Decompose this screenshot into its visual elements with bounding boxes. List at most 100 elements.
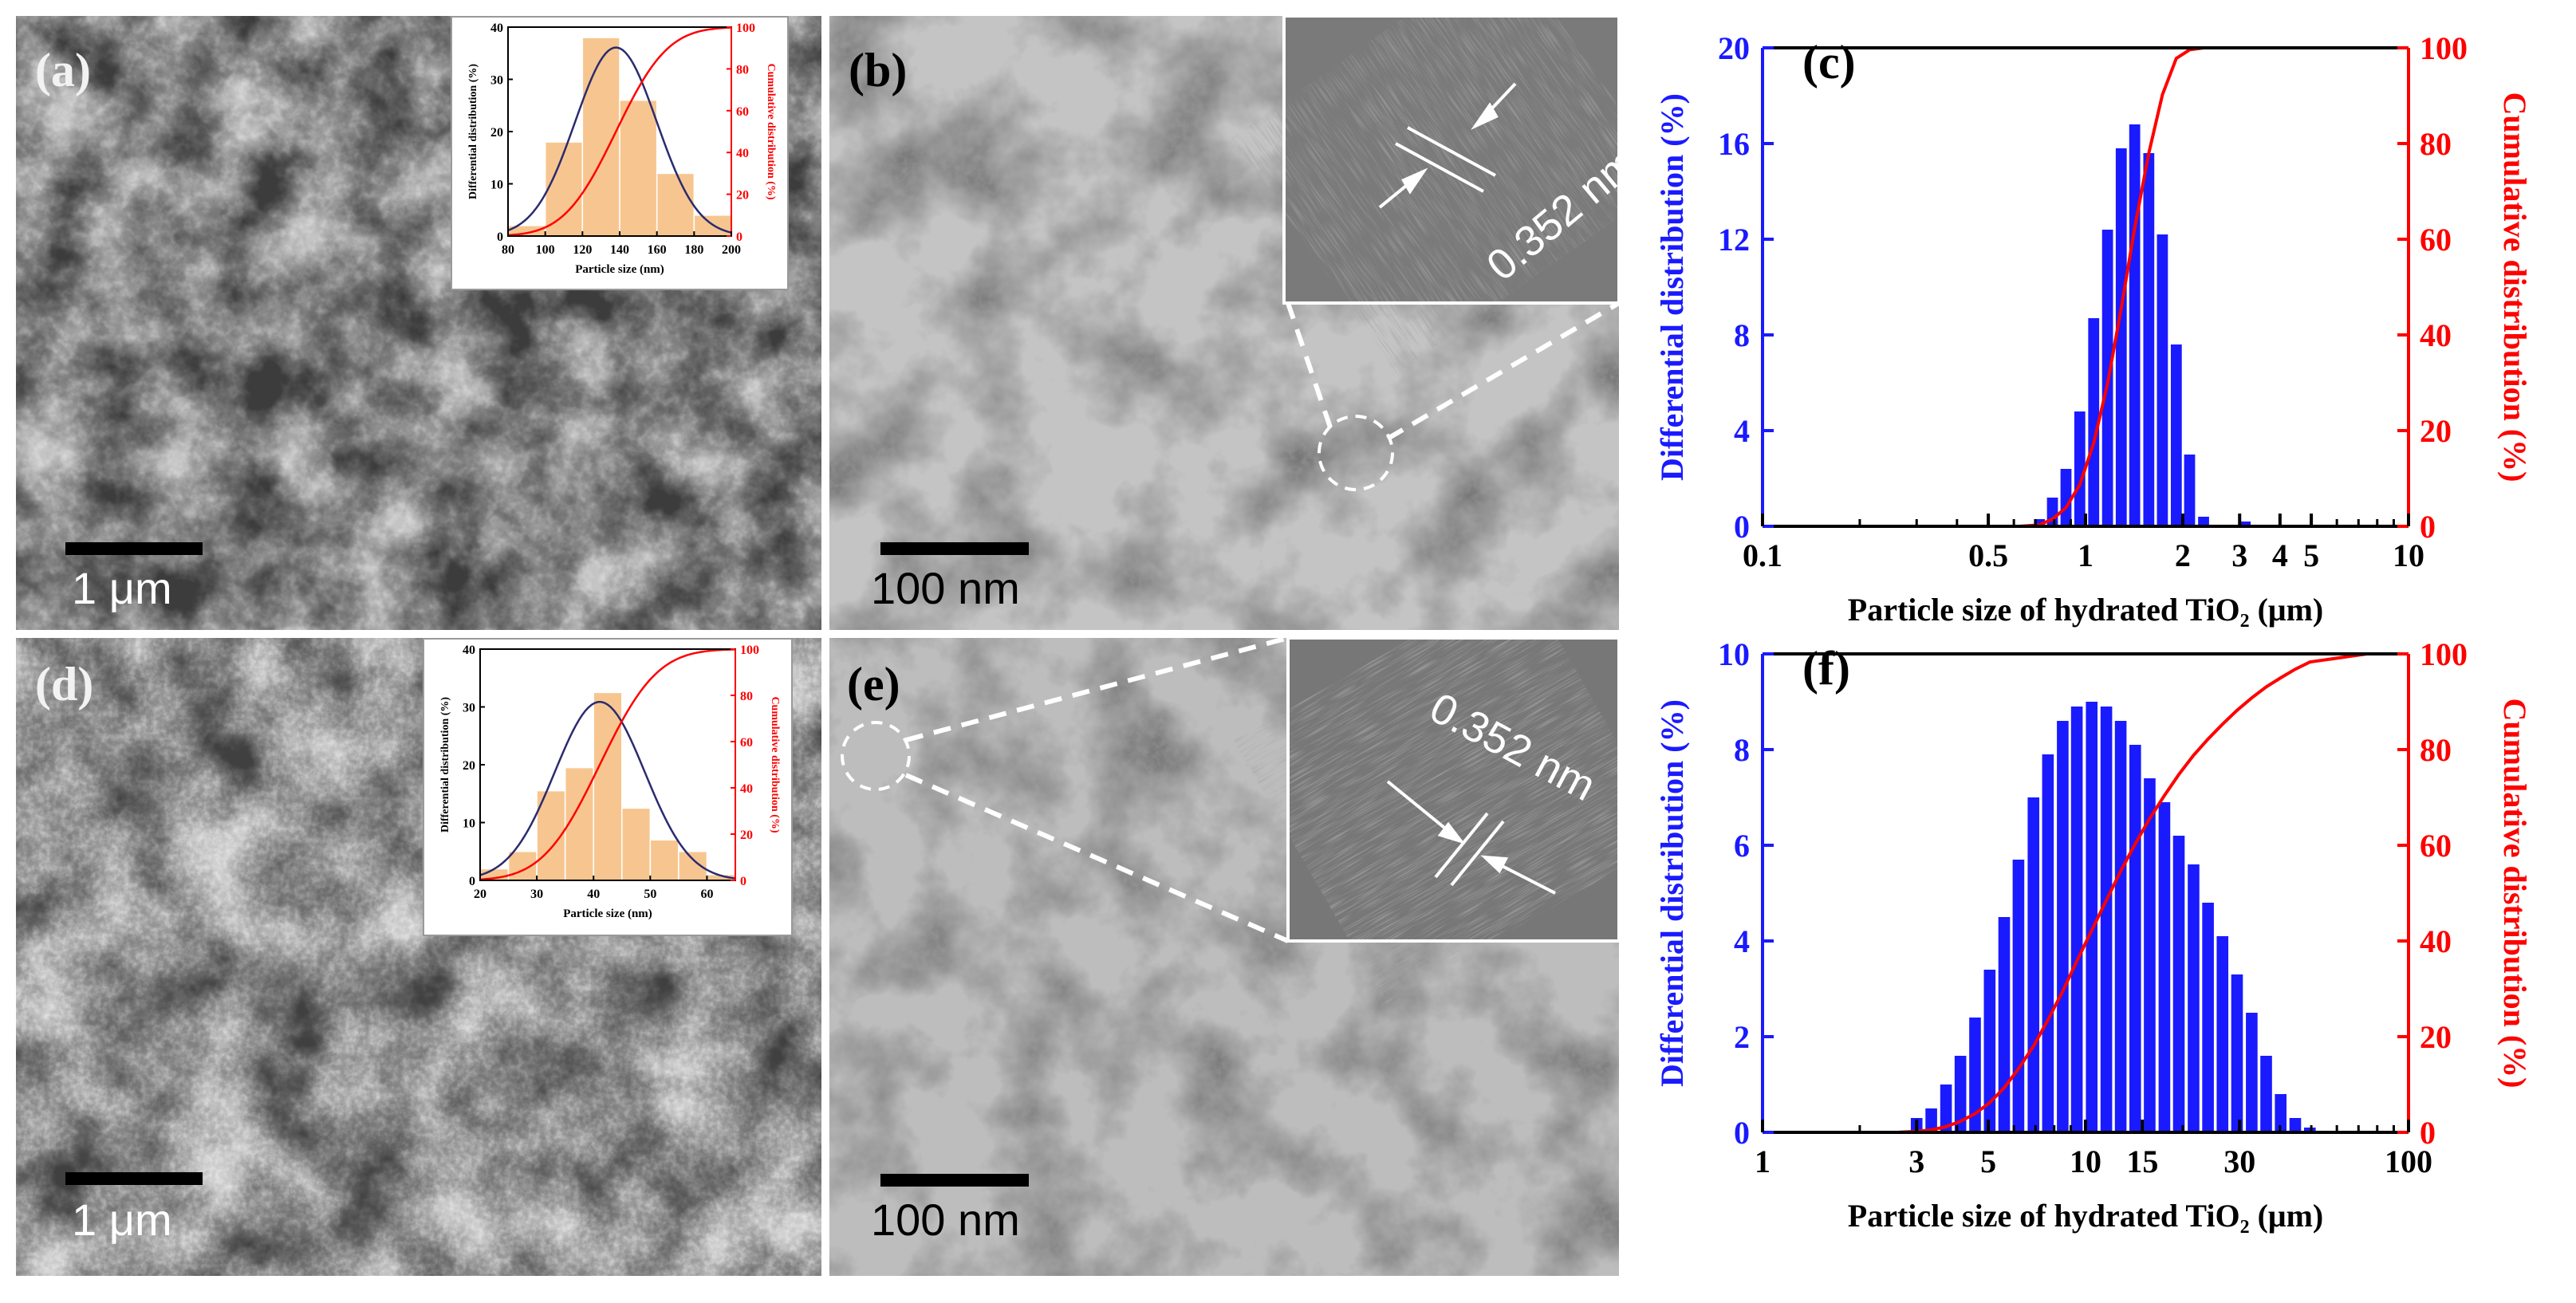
tem-image-b: (b) 0.352 nm 100 nm bbox=[829, 16, 1619, 630]
y2-tick-label: 80 bbox=[736, 63, 749, 77]
y2-tick-label: 60 bbox=[2420, 222, 2452, 258]
x-tick-label: 140 bbox=[610, 243, 629, 257]
bar bbox=[2304, 1128, 2316, 1132]
x-tick-label: 180 bbox=[684, 243, 703, 257]
bar bbox=[1998, 917, 2011, 1132]
bar bbox=[2012, 860, 2025, 1132]
bar bbox=[2184, 455, 2196, 526]
scale-bar-e bbox=[880, 1174, 1029, 1187]
y-tick-label: 10 bbox=[463, 817, 475, 831]
x-tick-label: 5 bbox=[2303, 537, 2319, 573]
y-tick-label: 0 bbox=[469, 875, 475, 888]
y2-tick-label: 80 bbox=[2420, 732, 2452, 768]
x-axis-title: Particle size (nm) bbox=[563, 907, 652, 920]
panel-label-e: (e) bbox=[847, 658, 900, 711]
y2-tick-label: 100 bbox=[2420, 30, 2468, 66]
y2-tick-label: 60 bbox=[736, 105, 749, 119]
bar bbox=[621, 807, 652, 881]
y-tick-label: 8 bbox=[1734, 317, 1750, 353]
x-tick-label: 1 bbox=[1755, 1144, 1771, 1179]
bar bbox=[2057, 721, 2069, 1132]
x-axis-title: Particle size (nm) bbox=[575, 263, 664, 276]
bar bbox=[2231, 974, 2243, 1132]
scale-text-b: 100 nm bbox=[871, 563, 1020, 613]
y-tick-label: 40 bbox=[490, 22, 503, 35]
y2-tick-label: 40 bbox=[736, 147, 749, 160]
y2-tick-label: 60 bbox=[740, 736, 753, 750]
x-tick-label: 100 bbox=[536, 243, 555, 257]
scale-bar-a bbox=[65, 542, 203, 555]
bar bbox=[2170, 344, 2182, 526]
x-tick-label: 10 bbox=[2393, 537, 2424, 573]
y-axis-title: Differential distribution (%) bbox=[1654, 93, 1690, 481]
panel-label-d: (d) bbox=[35, 658, 94, 711]
lattice-marker-e bbox=[1386, 780, 1556, 895]
x-tick-label: 3 bbox=[2231, 537, 2247, 573]
hrtem-inset-e bbox=[1234, 638, 1619, 1004]
bar bbox=[2115, 148, 2127, 526]
bar bbox=[1983, 970, 1996, 1132]
panel-label-f: (f) bbox=[1802, 642, 1850, 695]
y2-tick-label: 0 bbox=[740, 875, 746, 888]
scale-text-e: 100 nm bbox=[871, 1195, 1020, 1245]
scale-bar-d bbox=[65, 1172, 203, 1185]
chart-c: 0 4 8 12 16 20 0 20 40 60 80 100 0.1 0.5 1 2 3 4 5 10 Partic… bbox=[1627, 16, 2568, 646]
y-tick-label: 30 bbox=[463, 702, 475, 715]
y-tick-label: 40 bbox=[463, 644, 475, 657]
y2-tick-label: 20 bbox=[740, 829, 753, 842]
x-tick-label: 30 bbox=[530, 888, 543, 901]
y-tick-label: 30 bbox=[490, 74, 503, 88]
x-tick-label: 80 bbox=[502, 243, 514, 257]
x-tick-label: 10 bbox=[2070, 1144, 2101, 1179]
zoom-circle-b bbox=[1318, 415, 1394, 491]
bar bbox=[2246, 1013, 2258, 1132]
y-tick-label: 20 bbox=[490, 126, 503, 140]
bar bbox=[2086, 702, 2098, 1132]
x-axis-title: Particle size of hydrated TiO₂ (μm) bbox=[1848, 1198, 2323, 1234]
y2-tick-label: 100 bbox=[2420, 638, 2468, 672]
y-tick-label: 10 bbox=[490, 179, 503, 192]
zoom-circle-e bbox=[841, 721, 911, 791]
y-tick-label: 0 bbox=[1734, 509, 1750, 545]
y-tick-label: 0 bbox=[1734, 1115, 1750, 1151]
x-tick-label: 15 bbox=[2126, 1144, 2158, 1179]
y-tick-label: 6 bbox=[1734, 828, 1750, 864]
bar bbox=[2144, 778, 2156, 1132]
bar bbox=[2088, 318, 2100, 526]
bar bbox=[1969, 1018, 1981, 1132]
bar bbox=[2260, 1056, 2272, 1132]
y2-tick-label: 0 bbox=[736, 230, 742, 244]
inset-chart-a: 0 10 20 30 40 0 20 40 60 80 100 80 100 120 140 160 180 20… bbox=[467, 22, 777, 276]
hrtem-inset-b bbox=[1231, 16, 1619, 373]
y2-tick-label: 100 bbox=[740, 644, 759, 657]
bar bbox=[619, 99, 658, 237]
y2-tick-label: 40 bbox=[2420, 317, 2452, 353]
y2-tick-label: 20 bbox=[736, 189, 749, 203]
cumulative-curve bbox=[479, 648, 736, 881]
y-tick-label: 2 bbox=[1734, 1019, 1750, 1055]
y2-axis-title: Cumulative distribution (%) bbox=[2497, 699, 2533, 1088]
bar bbox=[2275, 1094, 2287, 1132]
bar bbox=[2034, 519, 2046, 526]
bar bbox=[2158, 802, 2171, 1132]
bar bbox=[2027, 797, 2040, 1132]
y-tick-label: 12 bbox=[1718, 222, 1750, 258]
y-axis-title: Differential distribution (%) bbox=[1654, 699, 1690, 1087]
x-tick-label: 200 bbox=[722, 243, 741, 257]
y2-tick-label: 40 bbox=[740, 782, 753, 796]
bar bbox=[2172, 836, 2185, 1132]
y2-axis-title: Cumulative distribution (%) bbox=[769, 696, 781, 833]
x-tick-label: 5 bbox=[1980, 1144, 1996, 1179]
x-tick-label: 120 bbox=[573, 243, 592, 257]
inset-histogram-d: 0 10 20 30 40 0 20 40 60 80 100 20 30 40 50 60 Particle … bbox=[423, 638, 793, 936]
bar bbox=[544, 141, 584, 237]
tem-texture-e bbox=[829, 638, 1619, 1276]
cumulative-curve bbox=[1897, 652, 2367, 1134]
bar bbox=[2202, 903, 2214, 1132]
bar bbox=[2114, 721, 2127, 1132]
y2-tick-label: 40 bbox=[2420, 923, 2452, 959]
y2-tick-label: 0 bbox=[2420, 1115, 2436, 1151]
panel-label-c: (c) bbox=[1802, 36, 1856, 89]
